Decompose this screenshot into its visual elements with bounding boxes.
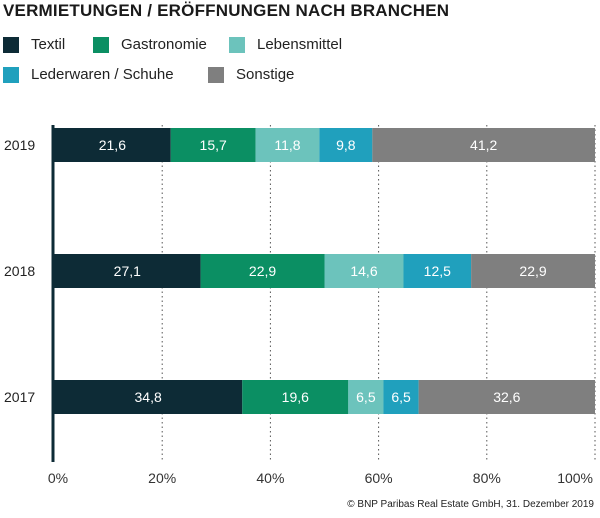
- legend-swatch: [208, 66, 224, 83]
- data-label: 41,2: [470, 137, 497, 153]
- data-label: 19,6: [282, 389, 309, 405]
- legend-item-lederwaren-schuhe: Lederwaren / Schuhe: [3, 66, 174, 83]
- bar-segment: [471, 254, 595, 288]
- category-label: 2018: [4, 263, 35, 279]
- bar-segment: [54, 254, 201, 288]
- legend-item-lebensmittel: Lebensmittel: [229, 36, 342, 53]
- data-label: 6,5: [391, 389, 411, 405]
- bar-segment: [383, 380, 419, 414]
- x-tick-label: 20%: [148, 470, 176, 486]
- bar-segment: [54, 380, 243, 414]
- credit: © BNP Paribas Real Estate GmbH, 31. Deze…: [347, 499, 594, 510]
- legend-swatch: [93, 36, 109, 53]
- legend-swatch: [3, 36, 19, 53]
- data-label: 34,8: [135, 389, 162, 405]
- bar-segment: [418, 380, 595, 414]
- legend-label: Textil: [31, 36, 66, 53]
- data-label: 14,6: [350, 263, 377, 279]
- bar-segment: [242, 380, 349, 414]
- legend-item-gastronomie: Gastronomie: [93, 36, 207, 53]
- bar-segment: [170, 128, 256, 162]
- bar-segment: [319, 128, 373, 162]
- bar-segment: [54, 128, 171, 162]
- bar-segment: [255, 128, 320, 162]
- data-label: 12,5: [424, 263, 451, 279]
- bar-segment: [372, 128, 595, 162]
- x-tick-label: 80%: [473, 470, 501, 486]
- legend-label: Lederwaren / Schuhe: [31, 66, 174, 83]
- data-label: 32,6: [493, 389, 520, 405]
- bar-segment: [324, 254, 404, 288]
- data-label: 22,9: [519, 263, 546, 279]
- category-label: 2017: [4, 389, 35, 405]
- legend-item-textil: Textil: [3, 36, 65, 53]
- legend-item-sonstige: Sonstige: [208, 66, 294, 83]
- data-label: 9,8: [336, 137, 356, 153]
- chart-title: VERMIETUNGEN / ERÖFFNUNGEN NACH BRANCHEN: [3, 1, 450, 20]
- category-label: 2019: [4, 137, 35, 153]
- bar-segment: [200, 254, 325, 288]
- x-tick-label: 100%: [557, 470, 593, 486]
- x-tick-label: 60%: [365, 470, 393, 486]
- data-label: 22,9: [249, 263, 276, 279]
- legend-label: Lebensmittel: [257, 36, 343, 53]
- data-label: 11,8: [274, 137, 300, 153]
- bar-segment: [403, 254, 472, 288]
- legend-swatch: [3, 66, 19, 83]
- legend-label: Sonstige: [236, 66, 295, 83]
- data-label: 6,5: [356, 389, 376, 405]
- legend-label: Gastronomie: [121, 36, 207, 53]
- x-tick-label: 40%: [256, 470, 284, 486]
- x-tick-label: 0%: [48, 470, 68, 486]
- bar-segment: [348, 380, 384, 414]
- legend-swatch: [229, 36, 245, 53]
- data-label: 21,6: [99, 137, 126, 153]
- data-label: 27,1: [114, 263, 141, 279]
- data-label: 15,7: [200, 137, 227, 153]
